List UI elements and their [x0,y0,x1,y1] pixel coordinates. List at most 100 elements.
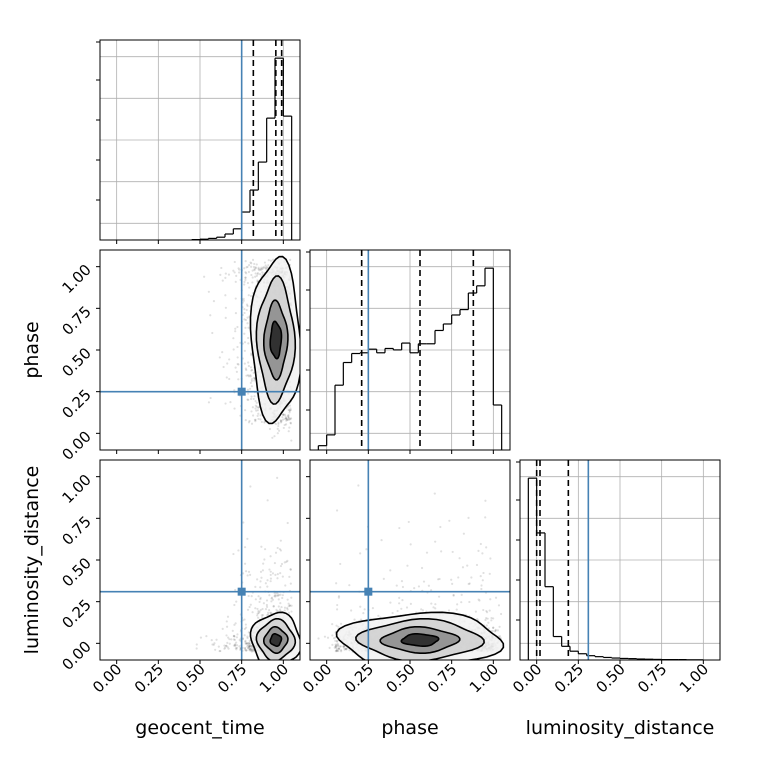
scatter-geocent_time-vs-phase-point [244,276,247,279]
scatter-geocent_time-vs-luminosity_distance-point [248,645,251,649]
scatter-geocent_time-vs-phase-point [209,396,212,400]
scatter-geocent_time-vs-phase-point [224,272,227,275]
scatter-phase-vs-luminosity_distance-point [336,644,339,648]
scatter-geocent_time-vs-phase-point [237,363,240,366]
scatter-geocent_time-vs-luminosity_distance-point [237,549,240,552]
scatter-geocent_time-vs-phase-point [265,265,268,269]
scatter-geocent_time-vs-phase-point [247,336,250,340]
scatter-geocent_time-vs-phase-point [233,260,236,264]
scatter-phase-vs-luminosity_distance-point [488,609,491,612]
scatter-geocent_time-vs-luminosity_distance-point [243,546,247,549]
scatter-geocent_time-vs-phase-point [284,423,288,426]
scatter-geocent_time-vs-phase-point [263,266,266,269]
scatter-geocent_time-vs-phase-point [259,414,262,417]
scatter-geocent_time-vs-phase-point [246,374,250,377]
scatter-geocent_time-vs-phase-point [242,299,245,302]
scatter-geocent_time-vs-phase-point [250,385,254,388]
scatter-geocent_time-vs-luminosity_distance-xtick-label-4: 1.00 [256,660,292,696]
scatter-geocent_time-vs-luminosity_distance-contour-3 [269,633,283,647]
scatter-geocent_time-vs-phase-point [245,368,248,372]
scatter-geocent_time-vs-luminosity_distance-point [234,622,237,625]
scatter-geocent_time-vs-luminosity_distance-point [247,642,250,645]
scatter-geocent_time-vs-luminosity_distance-point [279,602,282,605]
scatter-geocent_time-vs-luminosity_distance-point [281,594,284,597]
scatter-geocent_time-vs-luminosity_distance-point [283,609,286,612]
scatter-geocent_time-vs-luminosity_distance-point [289,568,292,571]
scatter-geocent_time-vs-luminosity_distance-point [257,595,260,598]
scatter-geocent_time-vs-luminosity_distance-point [232,634,236,637]
scatter-geocent_time-vs-phase-point [287,414,290,417]
scatter-phase-vs-luminosity_distance-point [422,580,426,583]
scatter-geocent_time-vs-phase-point [287,408,290,412]
scatter-phase-vs-luminosity_distance-point [462,532,465,535]
scatter-phase-vs-luminosity_distance-point [451,582,454,585]
scatter-geocent_time-vs-luminosity_distance-point [279,564,283,568]
scatter-geocent_time-vs-luminosity_distance-point [232,634,235,638]
scatter-geocent_time-vs-phase-point [277,421,280,424]
scatter-geocent_time-vs-phase-point [257,417,260,421]
scatter-geocent_time-vs-phase-point [276,427,279,430]
scatter-geocent_time-vs-phase-point [284,415,287,418]
xlabel-luminosity_distance: luminosity_distance [526,717,715,739]
scatter-geocent_time-vs-phase-point [250,273,253,277]
scatter-geocent_time-vs-luminosity_distance-point [287,611,291,614]
scatter-phase-vs-luminosity_distance-point [335,643,338,646]
scatter-phase-vs-luminosity_distance-point [468,582,471,585]
scatter-geocent_time-vs-phase-contour-3 [269,320,283,360]
scatter-geocent_time-vs-luminosity_distance-point [217,645,220,648]
scatter-geocent_time-vs-luminosity_distance-point [277,594,280,597]
scatter-geocent_time-vs-phase-point [247,264,251,267]
scatter-geocent_time-vs-luminosity_distance-point [286,598,289,601]
scatter-geocent_time-vs-phase-point [250,410,253,413]
scatter-phase-vs-luminosity_distance-point [334,645,337,648]
scatter-geocent_time-vs-phase-point [249,261,252,264]
scatter-geocent_time-vs-phase-ytick-label-3: 0.75 [58,302,94,338]
scatter-geocent_time-vs-phase-point [232,269,235,272]
scatter-phase-vs-luminosity_distance-point [490,619,493,622]
scatter-geocent_time-vs-luminosity_distance-point [262,562,265,565]
scatter-geocent_time-vs-phase-point [235,274,238,277]
scatter-phase-vs-luminosity_distance-point [427,584,430,587]
scatter-geocent_time-vs-luminosity_distance-point [264,582,267,585]
scatter-geocent_time-vs-phase-point [288,411,291,414]
scatter-phase-vs-luminosity_distance-point [420,608,423,611]
scatter-geocent_time-vs-phase-point [236,345,239,349]
scatter-geocent_time-vs-luminosity_distance-point [288,604,291,607]
scatter-geocent_time-vs-phase-point [286,418,289,421]
scatter-geocent_time-vs-luminosity_distance-point [225,634,228,637]
scatter-geocent_time-vs-luminosity_distance-point [236,633,239,636]
scatter-geocent_time-vs-luminosity_distance-point [235,600,238,603]
scatter-geocent_time-vs-luminosity_distance-point [246,644,249,647]
scatter-phase-vs-luminosity_distance-point [480,584,483,587]
scatter-geocent_time-vs-phase-point [256,409,259,412]
scatter-geocent_time-vs-luminosity_distance-frame [99,459,301,661]
scatter-geocent_time-vs-phase-point [289,408,292,412]
scatter-geocent_time-vs-luminosity_distance-point [234,641,238,644]
scatter-geocent_time-vs-phase-point [235,370,238,373]
scatter-geocent_time-vs-phase-point [246,304,249,308]
scatter-geocent_time-vs-phase-point [285,417,288,420]
scatter-geocent_time-vs-phase-point [281,418,284,421]
scatter-geocent_time-vs-phase-point [254,404,257,407]
scatter-geocent_time-vs-phase-point [259,267,262,271]
scatter-phase-vs-luminosity_distance-point [348,584,351,587]
scatter-geocent_time-vs-luminosity_distance-point [251,611,254,614]
scatter-geocent_time-vs-luminosity_distance-point [248,639,251,642]
scatter-phase-vs-luminosity_distance-point [395,584,398,587]
scatter-geocent_time-vs-luminosity_distance-point [259,596,262,599]
scatter-geocent_time-vs-phase-point [238,268,241,271]
scatter-geocent_time-vs-phase-point [249,375,252,378]
scatter-geocent_time-vs-phase-point [255,263,258,266]
scatter-phase-vs-luminosity_distance-point [401,599,404,602]
scatter-phase-vs-luminosity_distance-point [485,546,488,549]
scatter-geocent_time-vs-luminosity_distance-point [244,649,247,652]
scatter-geocent_time-vs-luminosity_distance-marks [100,460,300,660]
scatter-geocent_time-vs-luminosity_distance-point [223,647,226,650]
scatter-geocent_time-vs-luminosity_distance-point [276,592,279,595]
scatter-geocent_time-vs-luminosity_distance-point [274,573,277,576]
scatter-phase-vs-luminosity_distance-point [331,643,334,646]
scatter-geocent_time-vs-luminosity_distance-point [246,537,249,540]
scatter-phase-vs-luminosity_distance-point [336,608,339,611]
scatter-geocent_time-vs-luminosity_distance-point [244,570,248,573]
